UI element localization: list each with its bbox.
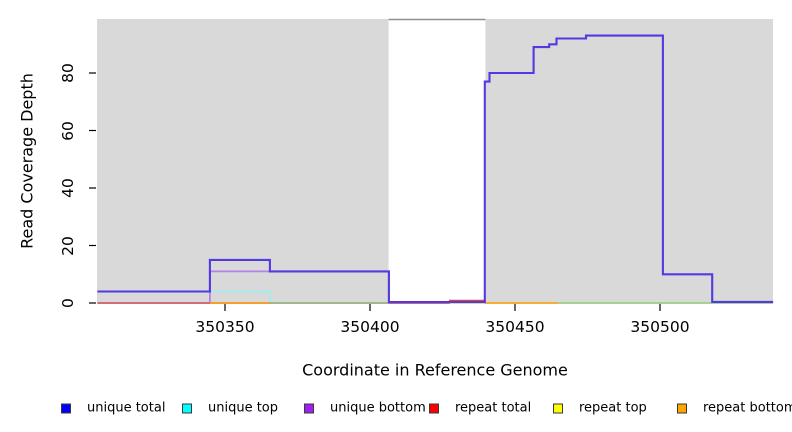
x-tick-label: 350450 — [485, 318, 545, 336]
legend-label: unique bottom — [330, 400, 426, 416]
legend-swatch-icon — [553, 403, 563, 413]
legend-label: repeat top — [579, 400, 647, 416]
legend-item-unique-bottom: unique bottom — [304, 401, 426, 416]
legend-label: unique total — [87, 400, 166, 416]
legend-item-unique-total: unique total — [61, 401, 165, 416]
x-tick-label: 350500 — [630, 318, 690, 336]
legend-item-repeat-bottom: repeat bottom — [677, 401, 792, 416]
legend-swatch-icon — [677, 403, 687, 413]
legend-label: repeat total — [455, 400, 532, 416]
legend-swatch-icon — [182, 403, 192, 413]
legend-label: unique top — [208, 400, 279, 416]
legend-swatch-icon — [61, 403, 71, 413]
x-tick-label: 350400 — [340, 318, 400, 336]
x-axis-title: Coordinate in Reference Genome — [302, 360, 568, 380]
legend-swatch-icon — [429, 403, 439, 413]
legend-swatch-icon — [304, 403, 314, 413]
x-tick-label: 350350 — [195, 318, 255, 336]
legend-item-unique-top: unique top — [182, 401, 278, 416]
legend-item-repeat-top: repeat top — [553, 401, 647, 416]
legend-item-repeat-total: repeat total — [429, 401, 531, 416]
legend-label: repeat bottom — [703, 400, 792, 416]
